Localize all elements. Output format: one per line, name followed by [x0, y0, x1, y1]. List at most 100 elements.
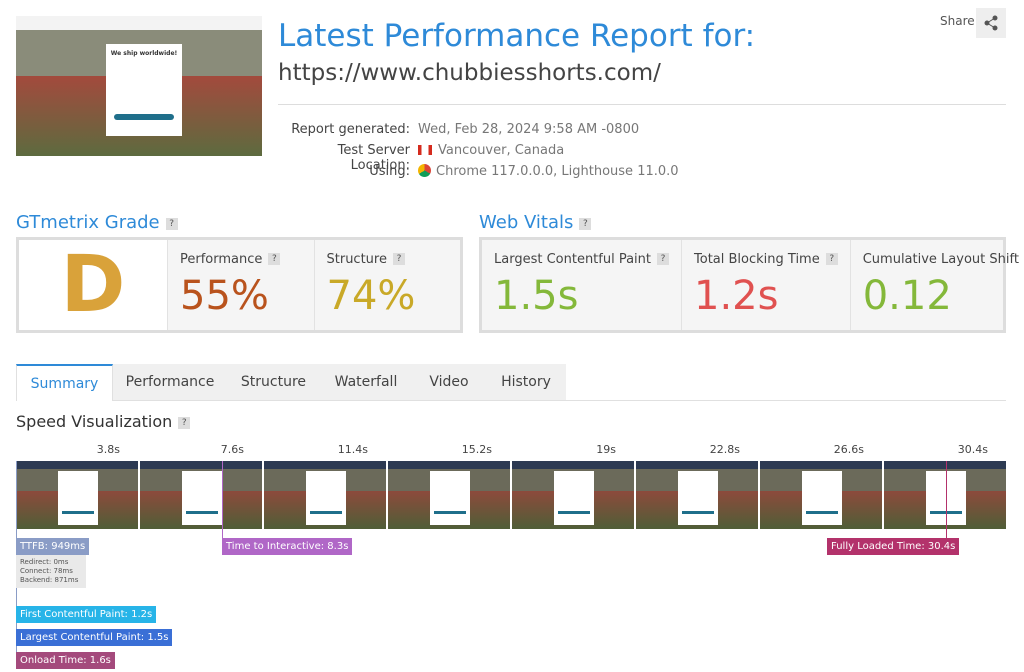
ttfb-marker: TTFB: 949ms: [16, 538, 90, 555]
speed-heading: Speed Visualization?: [16, 412, 191, 431]
vital-metric: Cumulative Layout Shift? 0.12: [849, 240, 1024, 330]
frame-button: [434, 511, 466, 514]
grade-heading: GTmetrix Grade?: [16, 212, 178, 233]
tti-marker: Time to Interactive: 8.3s: [222, 538, 353, 555]
onload-marker: Onload Time: 1.6s: [16, 652, 115, 669]
filmstrip-frame: [512, 461, 634, 529]
frame-time: 7.6s: [220, 443, 244, 456]
filmstrip-frame: [760, 461, 882, 529]
meta-value: Chrome 117.0.0.0, Lighthouse 11.0.0: [418, 164, 679, 179]
tab-underline: [16, 400, 1006, 401]
metric-value: 55%: [180, 273, 269, 319]
share-icon: [984, 15, 998, 31]
frame-nav: [512, 461, 634, 469]
filmstrip-frame: [884, 461, 1006, 529]
metric-value: 1.5s: [494, 273, 579, 319]
help-icon[interactable]: ?: [825, 253, 838, 265]
help-icon[interactable]: ?: [392, 253, 405, 265]
meta-label: Report generated:: [291, 122, 410, 137]
share-button[interactable]: [976, 8, 1006, 38]
metric-label: Structure?: [327, 252, 449, 267]
speed-title: Speed Visualization: [16, 412, 173, 431]
metric-label-text: Largest Contentful Paint: [494, 252, 652, 267]
frame-nav: [884, 461, 1006, 469]
frame-nav: [264, 461, 386, 469]
vital-metric: Total Blocking Time? 1.2s: [681, 240, 850, 330]
grade-metric: Structure? 74%: [313, 240, 461, 330]
help-icon[interactable]: ?: [268, 253, 281, 265]
frame-popup: [182, 471, 222, 525]
frame-time: 11.4s: [337, 443, 368, 456]
frame-popup: [554, 471, 594, 525]
meta-text: Wed, Feb 28, 2024 9:58 AM -0800: [418, 122, 640, 137]
frame-popup: [306, 471, 346, 525]
help-icon[interactable]: ?: [165, 218, 178, 230]
metric-label: Cumulative Layout Shift?: [863, 252, 1024, 267]
frame-button: [62, 511, 94, 514]
filmstrip-frame: [264, 461, 386, 529]
tab[interactable]: History: [486, 364, 566, 400]
filmstrip-frame: [16, 461, 138, 529]
metric-label: Total Blocking Time?: [694, 252, 838, 267]
frame-time: 15.2s: [461, 443, 492, 456]
frame-popup: [678, 471, 718, 525]
popup-title: We ship worldwide!: [110, 50, 178, 57]
ttfb-detail: Redirect: 0ms: [20, 558, 69, 566]
marker-line: [222, 461, 223, 539]
meta-text: Vancouver, Canada: [438, 143, 565, 158]
help-icon[interactable]: ?: [178, 417, 191, 429]
filmstrip-frame: [636, 461, 758, 529]
frame-button: [682, 511, 714, 514]
frame-time: 30.4s: [957, 443, 988, 456]
frame-nav: [388, 461, 510, 469]
share-label[interactable]: Share: [940, 14, 975, 28]
frame-popup: [802, 471, 842, 525]
help-icon[interactable]: ?: [657, 253, 670, 265]
divider: [278, 104, 1006, 105]
help-icon[interactable]: ?: [579, 218, 592, 230]
ttfb-details: Redirect: 0ms Connect: 78ms Backend: 871ms: [16, 555, 86, 588]
flag-icon: [418, 145, 432, 155]
tab[interactable]: Structure: [227, 364, 320, 400]
frame-nav: [760, 461, 882, 469]
meta-label: Test Server Location:: [337, 143, 410, 173]
ttfb-detail: Backend: 871ms: [20, 576, 79, 584]
vitals-heading: Web Vitals?: [479, 212, 592, 233]
frame-button: [186, 511, 218, 514]
tab[interactable]: Video: [412, 364, 486, 400]
grade-metric: Performance? 55%: [167, 240, 314, 330]
metric-value: 0.12: [862, 273, 952, 319]
frame-nav: [16, 461, 138, 469]
report-thumbnail: We ship worldwide!: [16, 16, 262, 156]
grade-title: GTmetrix Grade: [16, 212, 160, 233]
filmstrip-frame: [140, 461, 262, 529]
report-title: Latest Performance Report for:: [278, 18, 756, 54]
frame-time: 3.8s: [96, 443, 120, 456]
chrome-icon: [418, 164, 431, 177]
filmstrip-frame: [388, 461, 510, 529]
vital-metric: Largest Contentful Paint? 1.5s: [482, 240, 681, 330]
frame-button: [310, 511, 342, 514]
tab[interactable]: Performance: [113, 364, 227, 400]
frame-button: [806, 511, 838, 514]
tab[interactable]: Summary: [16, 364, 113, 401]
lcp-marker: Largest Contentful Paint: 1.5s: [16, 629, 173, 646]
metric-label-text: Cumulative Layout Shift: [862, 252, 1019, 267]
grade-letter: D: [19, 240, 167, 330]
metric-label: Largest Contentful Paint?: [494, 252, 670, 267]
grade-box: D Performance? 55% Structure? 74%: [16, 237, 463, 333]
frame-button: [558, 511, 590, 514]
metric-value: 1.2s: [694, 273, 779, 319]
fcp-marker: First Contentful Paint: 1.2s: [16, 606, 157, 623]
frame-popup: [58, 471, 98, 525]
frame-time: 19s: [596, 443, 616, 456]
vitals-title: Web Vitals: [479, 212, 574, 233]
metric-value: 74%: [326, 273, 416, 319]
meta-text: Chrome 117.0.0.0, Lighthouse 11.0.0: [436, 164, 679, 179]
marker-line: [946, 461, 947, 539]
tab[interactable]: Waterfall: [320, 364, 412, 400]
frame-time: 22.8s: [709, 443, 740, 456]
frame-time: 26.6s: [833, 443, 864, 456]
meta-value: Wed, Feb 28, 2024 9:58 AM -0800: [418, 122, 639, 137]
metric-label-text: Structure: [326, 252, 387, 267]
